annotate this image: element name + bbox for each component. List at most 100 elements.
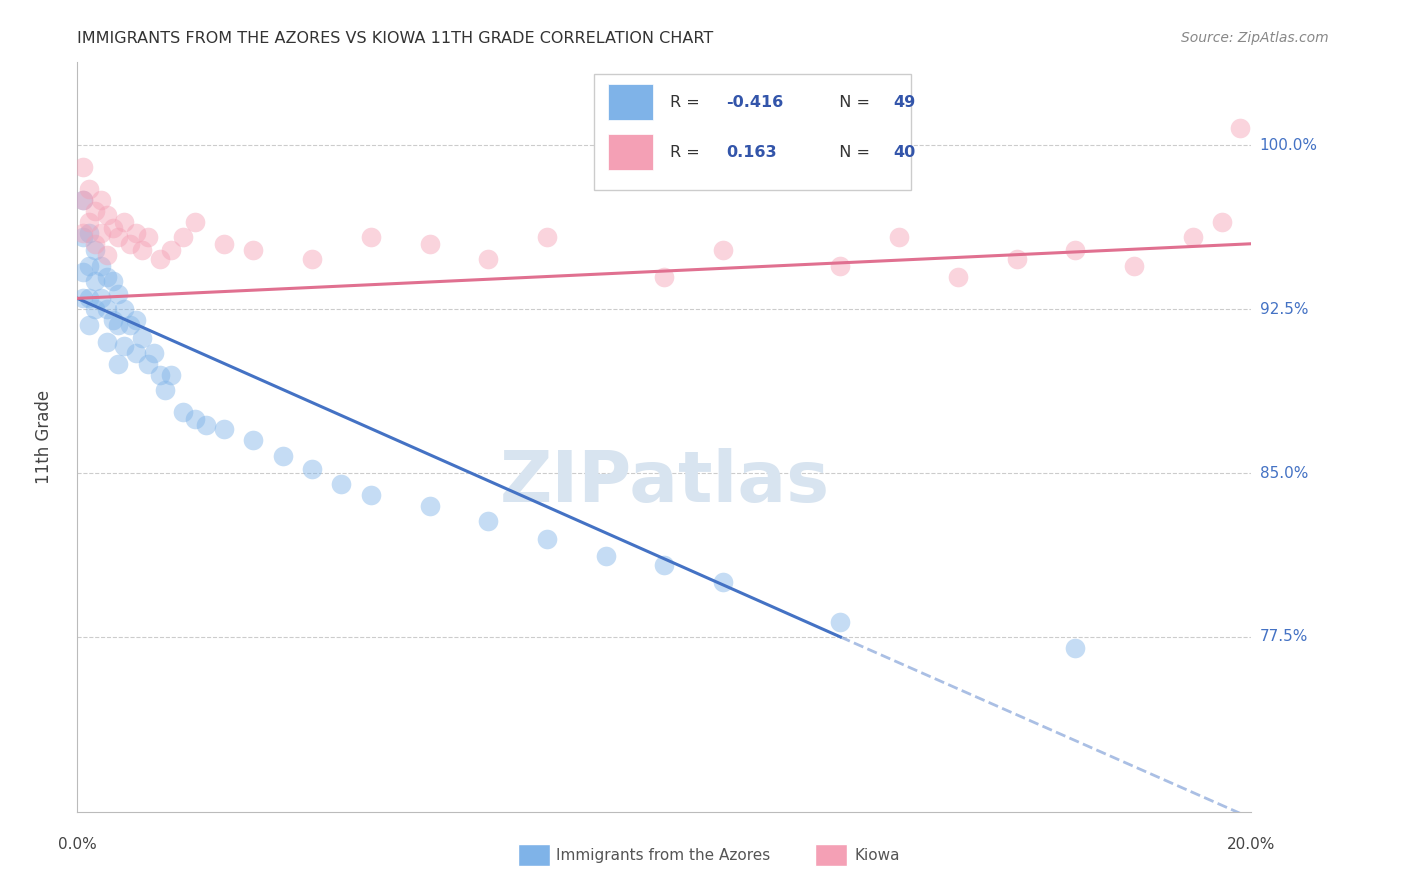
Point [301,462,323,476]
Text: ZIPatlas: ZIPatlas [499,448,830,516]
Text: 49: 49 [893,95,915,110]
Point [120,318,142,332]
Point [72,193,94,207]
Point [419,236,441,251]
Point [107,230,129,244]
Text: IMMIGRANTS FROM THE AZORES VS KIOWA 11TH GRADE CORRELATION CHART: IMMIGRANTS FROM THE AZORES VS KIOWA 11TH… [77,31,714,46]
Point [84,274,107,288]
Point [271,449,294,463]
Point [536,230,558,244]
Text: 20.0%: 20.0% [1227,837,1275,852]
Text: Immigrants from the Azores: Immigrants from the Azores [557,847,770,863]
Point [1005,252,1028,266]
Text: 92.5%: 92.5% [1260,301,1308,317]
Bar [607,135,652,170]
Point [77,182,100,196]
Text: 85.0%: 85.0% [1260,466,1308,481]
Point [72,161,94,175]
Point [1211,215,1233,229]
Point [419,499,441,513]
Point [1229,120,1251,135]
Point [72,226,94,240]
Point [131,331,153,345]
Point [112,215,135,229]
Text: R =: R = [671,95,704,110]
Point [131,244,153,258]
Point [90,259,112,273]
Point [77,318,100,332]
Point [112,339,135,353]
Point [477,514,499,528]
Point [711,244,734,258]
Text: Kiowa: Kiowa [855,847,900,863]
Point [212,236,235,251]
Text: 77.5%: 77.5% [1260,630,1308,644]
Point [77,259,100,273]
Point [652,558,676,572]
Text: R =: R = [671,145,704,160]
Point [595,549,617,563]
Point [160,368,183,382]
Point [242,244,264,258]
Bar [814,844,848,866]
Point [72,291,94,305]
Point [125,313,148,327]
Point [360,230,382,244]
Point [96,208,118,222]
Point [77,291,100,305]
Point [84,236,107,251]
Point [195,418,218,433]
Point [84,302,107,317]
Point [96,269,118,284]
Bar [517,844,551,866]
Point [107,318,129,332]
Point [84,244,107,258]
Point [301,252,323,266]
Text: N =: N = [828,95,875,110]
Point [125,226,148,240]
Point [183,411,207,425]
Point [77,226,100,240]
Point [160,244,183,258]
Point [711,575,734,590]
Point [125,346,148,360]
Point [112,302,135,317]
Text: -0.416: -0.416 [727,95,783,110]
Text: 100.0%: 100.0% [1260,138,1317,153]
Point [90,226,112,240]
Point [101,274,124,288]
Text: 40: 40 [893,145,915,160]
Point [477,252,499,266]
Text: Source: ZipAtlas.com: Source: ZipAtlas.com [1181,31,1329,45]
Text: 0.163: 0.163 [727,145,778,160]
Point [107,357,129,371]
Point [101,221,124,235]
Point [1064,244,1087,258]
Point [120,236,142,251]
Point [183,215,207,229]
Point [242,434,264,448]
Point [142,346,165,360]
Point [536,532,558,546]
Text: 11th Grade: 11th Grade [35,390,53,484]
Point [90,193,112,207]
Point [96,302,118,317]
Point [148,252,170,266]
Point [90,291,112,305]
Point [830,615,852,629]
Point [96,248,118,262]
Bar [607,84,652,120]
Point [212,422,235,436]
Point [148,368,170,382]
Point [72,230,94,244]
Point [1064,640,1087,655]
Point [889,230,911,244]
Point [652,269,676,284]
Point [360,488,382,502]
Point [96,334,118,349]
Point [172,405,194,419]
Point [136,230,159,244]
Point [172,230,194,244]
Point [77,215,100,229]
Text: N =: N = [828,145,875,160]
